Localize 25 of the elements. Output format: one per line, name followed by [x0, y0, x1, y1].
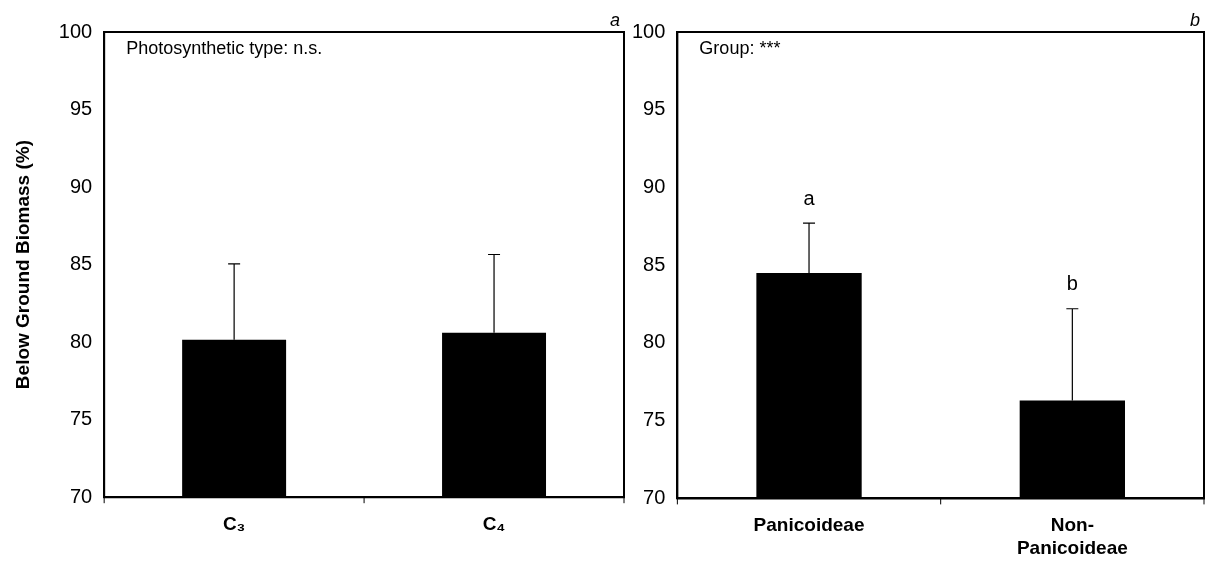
y-tick-label: 75 — [69, 407, 93, 430]
y-tick-label: 100 — [58, 19, 93, 42]
x-tick-label: Non-Panicoideae — [1016, 514, 1128, 558]
annotation: Photosynthetic type: n.s. — [126, 37, 323, 58]
y-tick-label: 95 — [69, 97, 93, 120]
y-tick-label: 95 — [643, 97, 666, 120]
y-tick-label: 90 — [69, 174, 93, 197]
x-tick-label: Panicoideae — [753, 514, 865, 536]
x-tick-label: C₄ — [482, 512, 506, 534]
y-tick-label: 85 — [643, 252, 666, 275]
annotation: Group: *** — [699, 37, 781, 58]
y-axis-title: Below Ground Biomass (%) — [11, 140, 33, 390]
y-tick-label: 80 — [69, 329, 93, 352]
annotation: b — [1066, 272, 1078, 295]
y-tick-label: 85 — [69, 252, 93, 275]
text: b — [1189, 10, 1200, 30]
annotation: a — [803, 186, 816, 209]
y-tick-label: 70 — [643, 485, 666, 508]
x-tick-label: C₃ — [222, 512, 246, 534]
y-tick-label: 100 — [631, 19, 666, 42]
y-tick-label: 90 — [643, 174, 666, 197]
text: a — [609, 10, 620, 30]
y-tick-label: 80 — [643, 330, 666, 353]
y-tick-label: 75 — [643, 408, 666, 431]
y-tick-label: 70 — [69, 484, 93, 507]
